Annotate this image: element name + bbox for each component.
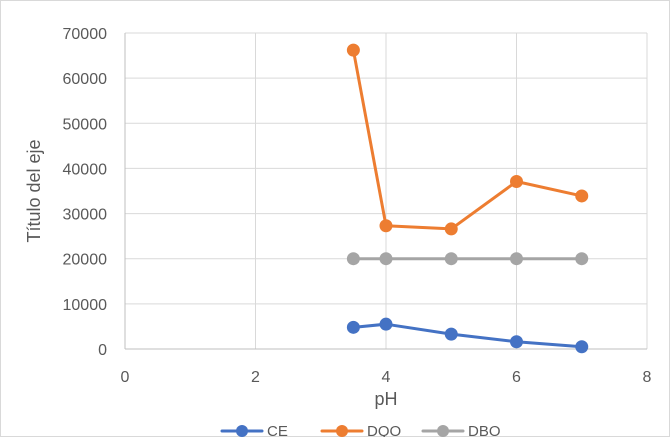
- data-point-dqo: [575, 189, 589, 203]
- data-point-ce: [379, 317, 393, 331]
- data-point-dbo: [379, 252, 393, 266]
- data-point-dqo: [444, 222, 458, 236]
- data-point-dbo: [444, 252, 458, 266]
- data-point-dqo: [346, 43, 360, 57]
- legend-label: DQO: [367, 423, 401, 437]
- x-tick-label: 6: [512, 369, 521, 386]
- legend-marker-dbo: [437, 425, 449, 437]
- legend-item-dqo: DQO: [320, 423, 401, 437]
- x-tick-label: 2: [251, 369, 260, 386]
- legend-marker-ce: [236, 425, 248, 437]
- data-series: [346, 43, 589, 354]
- y-tick-label: 60000: [63, 71, 108, 88]
- series-ce: [346, 317, 589, 354]
- y-tick-label: 10000: [63, 297, 108, 314]
- data-point-ce: [346, 320, 360, 334]
- x-axis-title: pH: [374, 389, 397, 409]
- legend-item-dbo: DBO: [421, 423, 501, 437]
- legend-label: CE: [267, 423, 288, 437]
- data-point-ce: [444, 327, 458, 341]
- data-point-dqo: [510, 175, 523, 189]
- y-tick-label: 20000: [63, 252, 108, 269]
- legend-item-ce: CE: [220, 423, 288, 437]
- data-point-dbo: [346, 252, 360, 266]
- axes: 0 2 4 6 8 0 10000 20000 30000 40000 50000 60000 7000…: [63, 26, 652, 386]
- data-point-dbo: [510, 252, 523, 266]
- series-dqo: [346, 43, 589, 236]
- y-tick-label: 50000: [63, 116, 108, 133]
- series-line-dqo: [351, 48, 584, 231]
- y-tick-label: 70000: [63, 26, 108, 43]
- x-tick-label: 8: [643, 369, 652, 386]
- series-dbo: [346, 252, 589, 266]
- y-tick-label: 30000: [63, 207, 108, 224]
- data-point-dqo: [379, 219, 393, 233]
- y-tick-label: 40000: [63, 161, 108, 178]
- data-point-ce: [510, 335, 523, 349]
- y-tick-label: 0: [98, 342, 107, 359]
- legend-label: DBO: [468, 423, 501, 437]
- x-tick-label: 0: [121, 369, 130, 386]
- y-axis-title: Título del eje: [24, 139, 44, 242]
- data-point-ce: [575, 340, 589, 354]
- grid-lines: [125, 32, 648, 349]
- legend-marker-dqo: [336, 425, 348, 437]
- legend: CE DQO DBO: [220, 423, 501, 437]
- data-point-dbo: [575, 252, 589, 266]
- x-tick-label: 4: [382, 369, 391, 386]
